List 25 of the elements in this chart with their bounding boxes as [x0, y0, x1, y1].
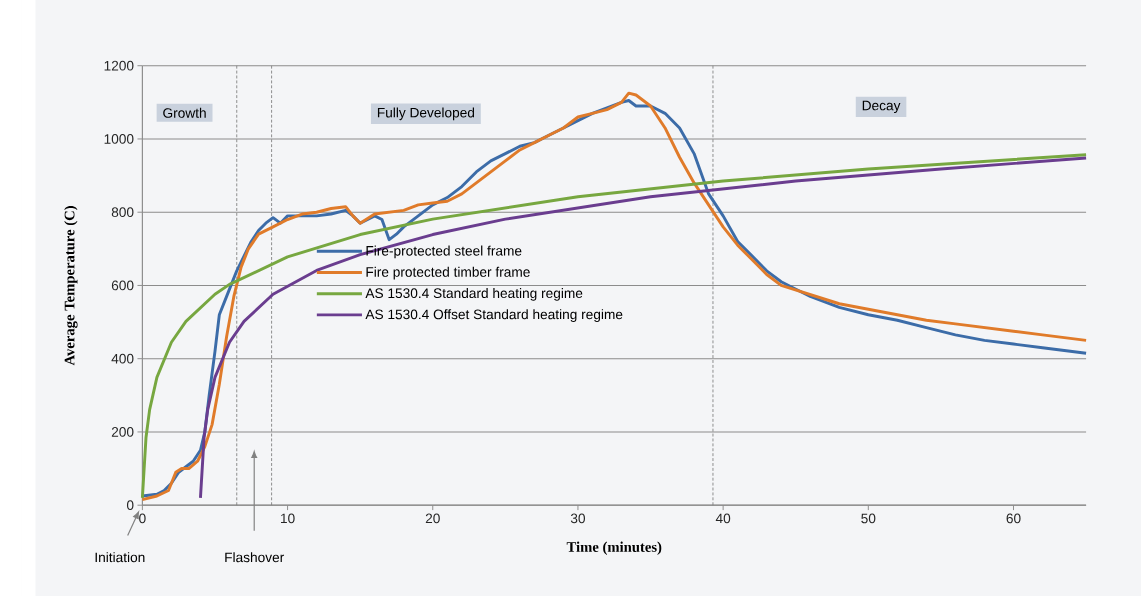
y-tick-label: 1200 [104, 60, 134, 71]
text: Initiation [95, 551, 145, 563]
legend-label: AS 1530.4 Standard heating regime [365, 287, 583, 301]
annotation: Decay [862, 100, 901, 113]
x-tick-label: 10 [281, 513, 295, 524]
y-tick-label: 800 [111, 207, 134, 217]
y-tick-label: 600 [111, 280, 134, 291]
legend-label: Fire protected timber frame [366, 266, 530, 280]
y-axis-title: Average Temperature (C) [64, 205, 78, 366]
legend-label: AS 1530.4 Offset Standard heating regime [365, 308, 623, 322]
x-axis-title: Time (minutes) [566, 541, 662, 555]
y-tick-label: 200 [111, 426, 134, 437]
annotation: Fully Developed [377, 107, 475, 120]
y-tick-label: 1000 [104, 133, 134, 144]
x-tick-label: 20 [425, 513, 440, 524]
x-tick-label: 0 [139, 513, 146, 524]
y-tick-label: 0 [126, 500, 134, 510]
x-tick-label: 60 [1006, 513, 1021, 524]
x-tick-label: 30 [570, 513, 586, 524]
annotation: Growth [163, 107, 206, 118]
legend-label: Fire-protected steel frame [366, 245, 522, 259]
x-tick-label: 50 [861, 513, 876, 524]
text: Flashover [225, 551, 285, 563]
x-tick-label: 40 [715, 513, 731, 524]
y-tick-label: 400 [111, 353, 134, 364]
